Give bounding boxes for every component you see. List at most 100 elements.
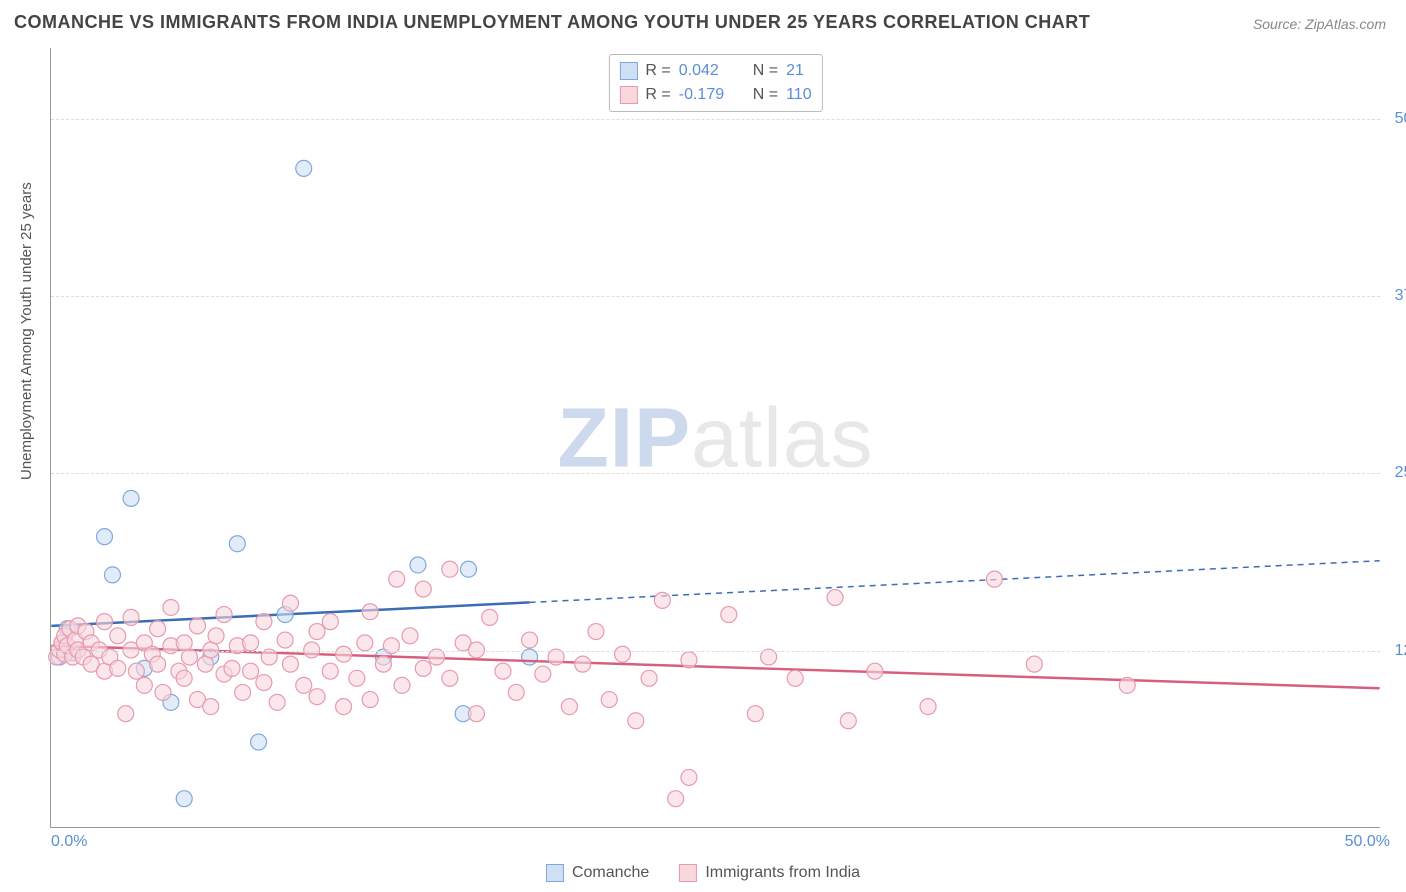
data-point <box>216 607 232 623</box>
y-axis-label: Unemployment Among Youth under 25 years <box>18 182 35 480</box>
x-axis-max: 50.0% <box>1345 833 1390 851</box>
chart-title: COMANCHE VS IMMIGRANTS FROM INDIA UNEMPL… <box>14 12 1090 33</box>
data-point <box>229 536 245 552</box>
x-axis-zero: 0.0% <box>51 833 87 851</box>
data-point <box>357 635 373 651</box>
data-point <box>282 595 298 611</box>
data-point <box>721 607 737 623</box>
data-point <box>522 632 538 648</box>
data-point <box>362 692 378 708</box>
data-point <box>277 632 293 648</box>
data-point <box>256 675 272 691</box>
data-point <box>402 628 418 644</box>
data-point <box>535 666 551 682</box>
data-point <box>322 663 338 679</box>
data-point <box>410 557 426 573</box>
data-point <box>163 599 179 615</box>
gridline <box>51 119 1380 120</box>
plot-area: ZIPatlas R = 0.042 N = 21 R = -0.179 N =… <box>50 48 1380 828</box>
data-point <box>482 609 498 625</box>
data-point <box>654 592 670 608</box>
data-point <box>641 670 657 686</box>
data-point <box>601 692 617 708</box>
data-point <box>123 609 139 625</box>
data-point <box>362 604 378 620</box>
source-attribution: Source: ZipAtlas.com <box>1253 16 1386 32</box>
data-point <box>176 791 192 807</box>
data-point <box>243 663 259 679</box>
data-point <box>309 624 325 640</box>
data-point <box>128 663 144 679</box>
data-point <box>681 769 697 785</box>
data-point <box>561 699 577 715</box>
data-point <box>375 656 391 672</box>
data-point <box>575 656 591 672</box>
data-point <box>508 684 524 700</box>
data-point <box>415 581 431 597</box>
data-point <box>208 628 224 644</box>
legend-item-comanche: Comanche <box>546 864 649 882</box>
y-tick-label: 50.0% <box>1395 110 1406 128</box>
y-tick-label: 25.0% <box>1395 464 1406 482</box>
data-point <box>681 652 697 668</box>
data-point <box>336 699 352 715</box>
data-point <box>150 656 166 672</box>
data-point <box>309 689 325 705</box>
scatter-svg <box>51 48 1380 827</box>
data-point <box>615 646 631 662</box>
data-point <box>986 571 1002 587</box>
data-point <box>588 624 604 640</box>
series-legend: Comanche Immigrants from India <box>546 864 860 882</box>
data-point <box>123 490 139 506</box>
data-point <box>747 706 763 722</box>
data-point <box>235 684 251 700</box>
data-point <box>920 699 936 715</box>
legend-label-comanche: Comanche <box>572 864 649 882</box>
data-point <box>442 561 458 577</box>
data-point <box>118 706 134 722</box>
data-point <box>460 561 476 577</box>
data-point <box>243 635 259 651</box>
data-point <box>296 677 312 693</box>
data-point <box>96 529 112 545</box>
chart-container: COMANCHE VS IMMIGRANTS FROM INDIA UNEMPL… <box>0 0 1406 892</box>
data-point <box>96 614 112 630</box>
data-point <box>256 614 272 630</box>
data-point <box>104 567 120 583</box>
gridline <box>51 296 1380 297</box>
data-point <box>389 571 405 587</box>
data-point <box>1119 677 1135 693</box>
data-point <box>787 670 803 686</box>
data-point <box>442 670 458 686</box>
data-point <box>349 670 365 686</box>
data-point <box>136 677 152 693</box>
data-point <box>322 614 338 630</box>
data-point <box>296 160 312 176</box>
data-point <box>827 590 843 606</box>
data-point <box>468 706 484 722</box>
gridline <box>51 651 1380 652</box>
data-point <box>1026 656 1042 672</box>
data-point <box>840 713 856 729</box>
legend-swatch-comanche <box>546 864 564 882</box>
data-point <box>336 646 352 662</box>
data-point <box>867 663 883 679</box>
data-point <box>176 670 192 686</box>
y-tick-label: 37.5% <box>1395 287 1406 305</box>
data-point <box>394 677 410 693</box>
data-point <box>155 684 171 700</box>
data-point <box>668 791 684 807</box>
data-point <box>203 699 219 715</box>
legend-swatch-india <box>679 864 697 882</box>
legend-label-india: Immigrants from India <box>705 864 860 882</box>
legend-item-india: Immigrants from India <box>679 864 860 882</box>
data-point <box>282 656 298 672</box>
data-point <box>415 660 431 676</box>
data-point <box>628 713 644 729</box>
data-point <box>189 618 205 634</box>
data-point <box>110 660 126 676</box>
data-point <box>495 663 511 679</box>
data-point <box>269 694 285 710</box>
y-tick-label: 12.5% <box>1395 642 1406 660</box>
data-point <box>110 628 126 644</box>
